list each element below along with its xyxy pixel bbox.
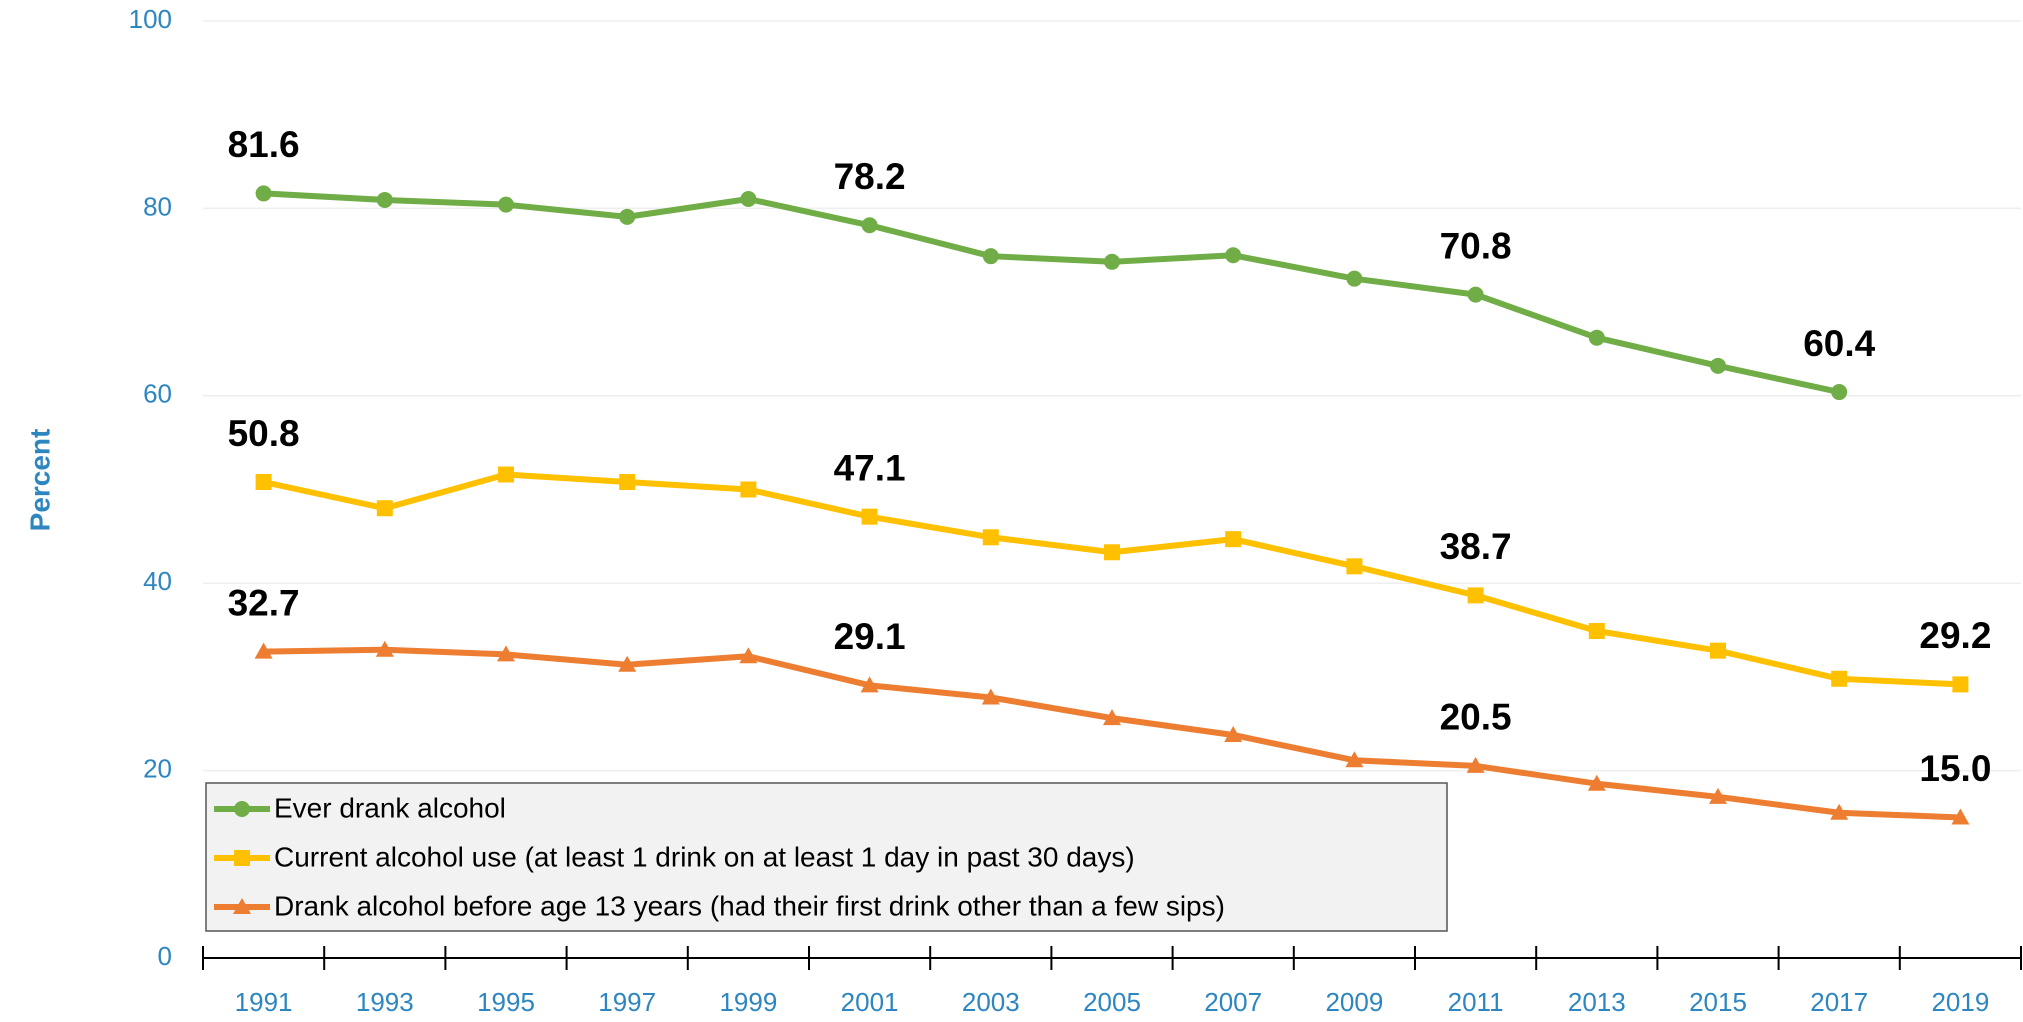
data-point xyxy=(498,196,514,213)
legend-label: Current alcohol use (at least 1 drink on… xyxy=(274,841,1135,872)
data-label: 47.1 xyxy=(834,447,906,488)
data-point xyxy=(1467,587,1484,604)
legend-box xyxy=(205,782,1448,932)
data-point xyxy=(255,474,272,491)
data-point xyxy=(982,529,999,546)
x-tick-label: 2003 xyxy=(962,987,1020,1017)
data-point xyxy=(1952,676,1969,693)
data-point xyxy=(1831,670,1848,687)
data-point xyxy=(1831,384,1848,401)
data-point xyxy=(497,645,515,662)
data-point xyxy=(1951,808,1970,825)
data-label: 38.7 xyxy=(1440,526,1512,567)
x-tick-label: 2009 xyxy=(1325,987,1383,1017)
data-point xyxy=(1345,751,1364,768)
data-point xyxy=(376,500,393,517)
data-point xyxy=(1225,247,1242,264)
data-point xyxy=(1104,544,1120,561)
data-point xyxy=(861,217,878,234)
x-tick-label: 2001 xyxy=(841,987,899,1017)
data-point xyxy=(1467,286,1484,303)
legend-marker xyxy=(233,898,251,914)
y-axis-label: Percent xyxy=(24,429,55,532)
data-point xyxy=(1104,253,1120,270)
x-tick-label: 2005 xyxy=(1083,987,1141,1017)
legend-label: Ever drank alcohol xyxy=(274,792,506,823)
data-label: 81.6 xyxy=(228,124,300,165)
y-tick-label: 20 xyxy=(143,753,172,783)
data-point xyxy=(981,688,1000,705)
y-tick-label: 60 xyxy=(143,379,172,409)
x-tick-label: 1999 xyxy=(719,987,777,1017)
x-tick-label: 1997 xyxy=(598,987,656,1017)
data-point xyxy=(1709,787,1727,804)
data-point xyxy=(1830,803,1849,820)
data-point xyxy=(254,642,273,659)
data-point xyxy=(1346,270,1363,287)
data-point xyxy=(1103,709,1121,726)
y-tick-label: 0 xyxy=(158,941,172,971)
data-point xyxy=(982,248,999,265)
data-point xyxy=(1588,622,1605,639)
data-point xyxy=(740,191,757,208)
data-label: 20.5 xyxy=(1440,697,1512,738)
data-point xyxy=(740,481,757,498)
y-tick-label: 100 xyxy=(129,4,172,34)
data-point xyxy=(1588,329,1605,346)
data-point xyxy=(498,466,514,483)
data-point xyxy=(619,474,636,491)
data-point xyxy=(1346,558,1363,575)
data-point xyxy=(1710,642,1726,659)
x-tick-label: 2017 xyxy=(1810,987,1868,1017)
y-tick-label: 40 xyxy=(143,566,172,596)
y-tick-label: 80 xyxy=(143,191,172,221)
data-point xyxy=(1466,756,1485,773)
data-label: 32.7 xyxy=(228,582,300,623)
legend-marker xyxy=(234,850,250,866)
x-tick-label: 2007 xyxy=(1204,987,1262,1017)
data-point xyxy=(1710,357,1726,374)
series-line xyxy=(263,190,1840,395)
data-label: 29.1 xyxy=(834,616,906,657)
data-label: 29.2 xyxy=(1919,615,1991,656)
x-tick-label: 1991 xyxy=(235,987,293,1017)
legend-label: Drank alcohol before age 13 years (had t… xyxy=(274,890,1225,921)
x-tick-label: 2015 xyxy=(1689,987,1747,1017)
data-point xyxy=(618,655,637,672)
data-point xyxy=(739,647,758,664)
data-point xyxy=(1225,531,1242,548)
data-point xyxy=(255,185,272,202)
x-tick-label: 2019 xyxy=(1931,987,1989,1017)
data-point xyxy=(861,508,878,525)
legend-marker xyxy=(234,801,250,817)
data-point xyxy=(376,191,393,208)
x-tick-label: 1993 xyxy=(356,987,414,1017)
data-point xyxy=(1587,774,1606,791)
data-point xyxy=(1224,725,1243,742)
data-label: 50.8 xyxy=(228,413,300,454)
data-label: 15.0 xyxy=(1919,748,1991,789)
x-tick-label: 2013 xyxy=(1568,987,1626,1017)
data-label: 78.2 xyxy=(834,156,906,197)
data-label: 60.4 xyxy=(1803,323,1875,364)
x-tick-label: 2011 xyxy=(1448,987,1504,1017)
data-point xyxy=(619,208,636,225)
x-tick-label: 1995 xyxy=(477,987,535,1017)
data-point xyxy=(375,640,394,657)
data-label: 70.8 xyxy=(1440,225,1512,266)
data-point xyxy=(860,676,879,693)
